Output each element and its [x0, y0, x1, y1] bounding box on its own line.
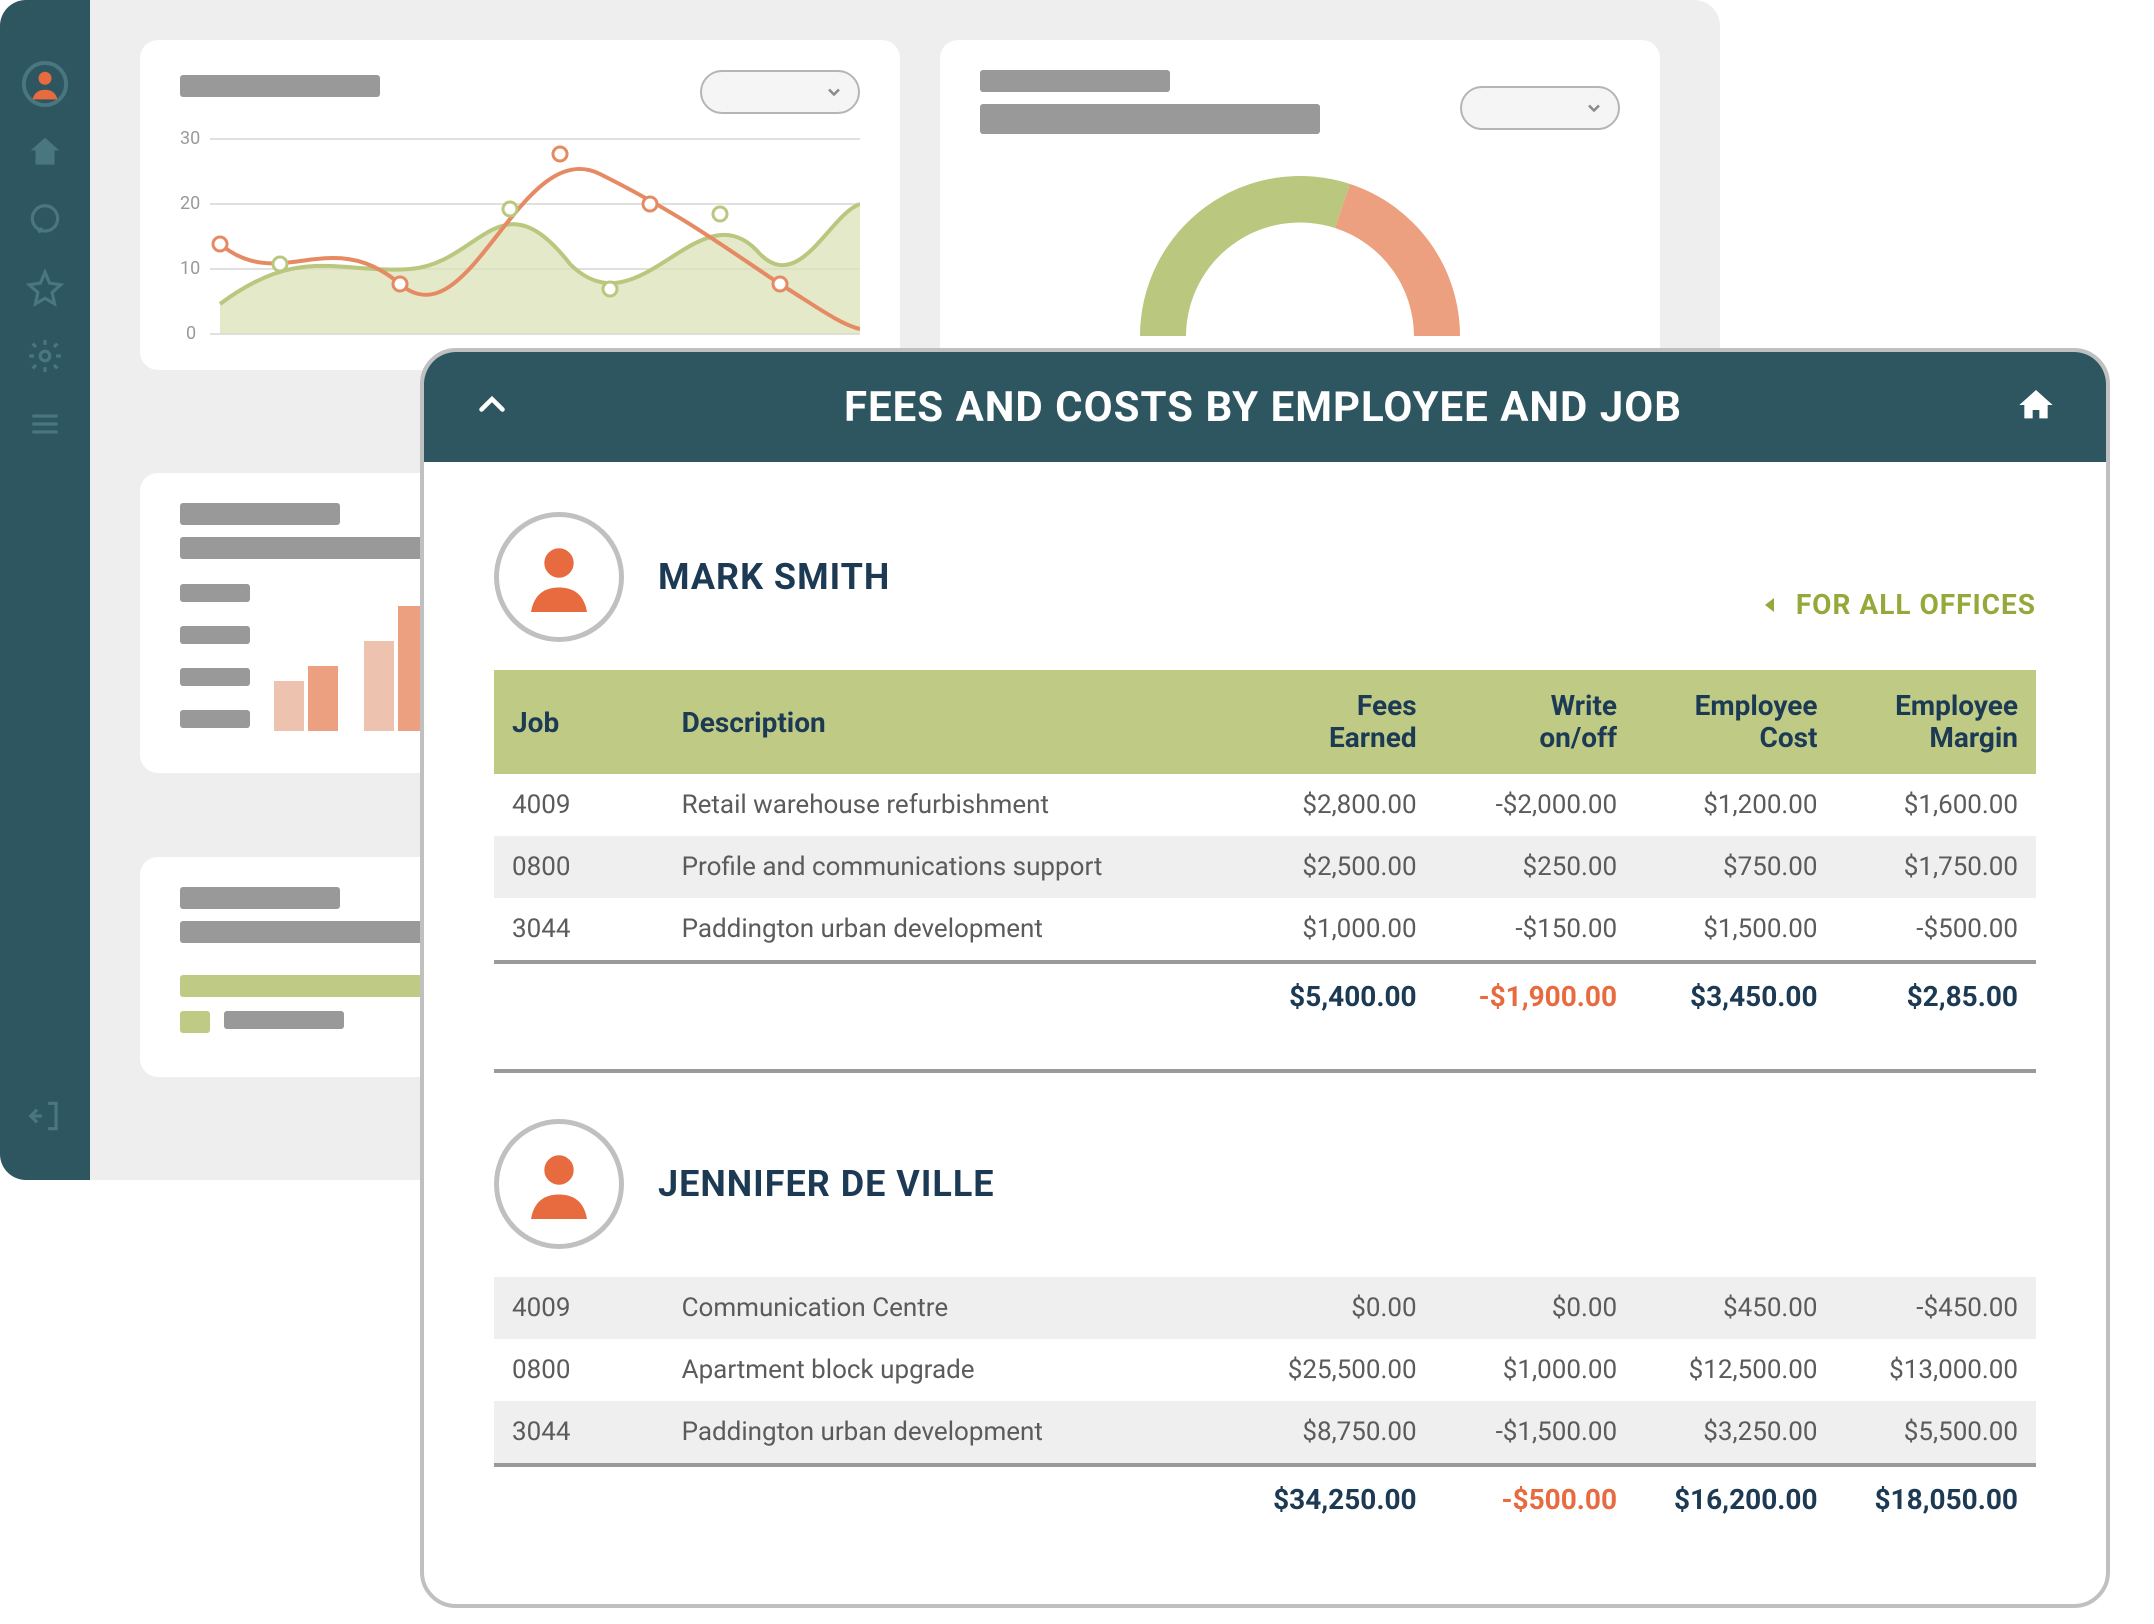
- modal-title: FEES AND COSTS BY EMPLOYEE AND JOB: [510, 383, 2016, 432]
- line-chart: 30 20 10 0: [180, 114, 860, 354]
- cell-write: -$150.00: [1435, 898, 1635, 962]
- cell-fees: $2,500.00: [1234, 836, 1434, 898]
- cell-margin: -$450.00: [1836, 1277, 2036, 1339]
- table-header-row: Job Description FeesEarned Writeon/off E…: [494, 670, 2036, 774]
- chat-icon[interactable]: [21, 196, 69, 244]
- employee-section: MARK SMITH FOR ALL OFFICES Job Descripti…: [494, 512, 2036, 1029]
- total-write: -$1,900.00: [1435, 962, 1635, 1029]
- home-icon[interactable]: [2016, 385, 2056, 429]
- cell-cost: $750.00: [1635, 836, 1835, 898]
- cell-margin: $13,000.00: [1836, 1339, 2036, 1401]
- avatar-icon[interactable]: [21, 60, 69, 108]
- svg-text:0: 0: [186, 323, 196, 344]
- offices-link-label: FOR ALL OFFICES: [1796, 588, 2036, 621]
- total-cost: $3,450.00: [1635, 962, 1835, 1029]
- collapse-icon[interactable]: [474, 387, 510, 427]
- gear-icon[interactable]: [21, 332, 69, 380]
- total-cost: $16,200.00: [1635, 1465, 1835, 1532]
- cell-desc: Profile and communications support: [664, 836, 1235, 898]
- employee-name: JENNIFER DE VILLE: [658, 1163, 995, 1205]
- cell-write: $250.00: [1435, 836, 1635, 898]
- cell-fees: $0.00: [1234, 1277, 1434, 1339]
- totals-row: $34,250.00-$500.00$16,200.00$18,050.00: [494, 1465, 2036, 1532]
- cell-margin: $1,600.00: [1836, 774, 2036, 836]
- cell-fees: $25,500.00: [1234, 1339, 1434, 1401]
- cell-cost: $1,200.00: [1635, 774, 1835, 836]
- cell-margin: $5,500.00: [1836, 1401, 2036, 1465]
- employee-section: JENNIFER DE VILLE 4009Communication Cent…: [494, 1119, 2036, 1532]
- cell-job: 4009: [494, 1277, 664, 1339]
- cell-desc: Paddington urban development: [664, 1401, 1235, 1465]
- cell-desc: Retail warehouse refurbishment: [664, 774, 1235, 836]
- cell-job: 3044: [494, 1401, 664, 1465]
- fees-modal: FEES AND COSTS BY EMPLOYEE AND JOB MARK …: [420, 348, 2110, 1608]
- cell-cost: $3,250.00: [1635, 1401, 1835, 1465]
- col-write: Writeon/off: [1435, 670, 1635, 774]
- col-cost: EmployeeCost: [1635, 670, 1835, 774]
- cell-cost: $12,500.00: [1635, 1339, 1835, 1401]
- col-fees: FeesEarned: [1234, 670, 1434, 774]
- menu-icon[interactable]: [21, 400, 69, 448]
- total-write: -$500.00: [1435, 1465, 1635, 1532]
- star-icon[interactable]: [21, 264, 69, 312]
- svg-text:30: 30: [180, 128, 200, 149]
- cell-fees: $1,000.00: [1234, 898, 1434, 962]
- cell-cost: $1,500.00: [1635, 898, 1835, 962]
- sidebar: [0, 0, 90, 1180]
- modal-body: MARK SMITH FOR ALL OFFICES Job Descripti…: [424, 462, 2106, 1604]
- cell-write: $0.00: [1435, 1277, 1635, 1339]
- line-chart-card: 30 20 10 0: [140, 40, 900, 370]
- dropdown-placeholder[interactable]: [1460, 86, 1620, 130]
- totals-row: $5,400.00-$1,900.00$3,450.00$2,85.00: [494, 962, 2036, 1029]
- cell-write: -$1,500.00: [1435, 1401, 1635, 1465]
- fees-table: 4009Communication Centre$0.00$0.00$450.0…: [494, 1277, 2036, 1532]
- svg-text:20: 20: [180, 193, 200, 214]
- donut-card: [940, 40, 1660, 370]
- col-job: Job: [494, 670, 664, 774]
- total-margin: $2,85.00: [1836, 962, 2036, 1029]
- dropdown-placeholder[interactable]: [700, 70, 860, 114]
- table-row: 4009Communication Centre$0.00$0.00$450.0…: [494, 1277, 2036, 1339]
- cell-desc: Apartment block upgrade: [664, 1339, 1235, 1401]
- cell-write: -$2,000.00: [1435, 774, 1635, 836]
- table-row: 0800Profile and communications support$2…: [494, 836, 2036, 898]
- table-row: 3044Paddington urban development$8,750.0…: [494, 1401, 2036, 1465]
- employee-name: MARK SMITH: [658, 556, 890, 598]
- modal-header: FEES AND COSTS BY EMPLOYEE AND JOB: [424, 352, 2106, 462]
- home-icon[interactable]: [21, 128, 69, 176]
- cell-cost: $450.00: [1635, 1277, 1835, 1339]
- cell-write: $1,000.00: [1435, 1339, 1635, 1401]
- cell-margin: -$500.00: [1836, 898, 2036, 962]
- cell-job: 0800: [494, 1339, 664, 1401]
- donut-chart: [980, 146, 1620, 336]
- table-row: 3044Paddington urban development$1,000.0…: [494, 898, 2036, 962]
- col-margin: EmployeeMargin: [1836, 670, 2036, 774]
- employee-avatar: [494, 1119, 624, 1249]
- cell-job: 4009: [494, 774, 664, 836]
- cell-margin: $1,750.00: [1836, 836, 2036, 898]
- table-row: 4009Retail warehouse refurbishment$2,800…: [494, 774, 2036, 836]
- total-margin: $18,050.00: [1836, 1465, 2036, 1532]
- offices-link[interactable]: FOR ALL OFFICES: [1758, 588, 2036, 621]
- table-row: 0800Apartment block upgrade$25,500.00$1,…: [494, 1339, 2036, 1401]
- col-description: Description: [664, 670, 1235, 774]
- cell-job: 0800: [494, 836, 664, 898]
- cell-desc: Communication Centre: [664, 1277, 1235, 1339]
- total-fees: $5,400.00: [1234, 962, 1434, 1029]
- logout-icon[interactable]: [21, 1092, 69, 1140]
- cell-fees: $2,800.00: [1234, 774, 1434, 836]
- cell-fees: $8,750.00: [1234, 1401, 1434, 1465]
- svg-text:10: 10: [180, 258, 200, 279]
- fees-table: Job Description FeesEarned Writeon/off E…: [494, 670, 2036, 1029]
- employee-avatar: [494, 512, 624, 642]
- cell-desc: Paddington urban development: [664, 898, 1235, 962]
- total-fees: $34,250.00: [1234, 1465, 1434, 1532]
- section-divider: [494, 1069, 2036, 1073]
- cell-job: 3044: [494, 898, 664, 962]
